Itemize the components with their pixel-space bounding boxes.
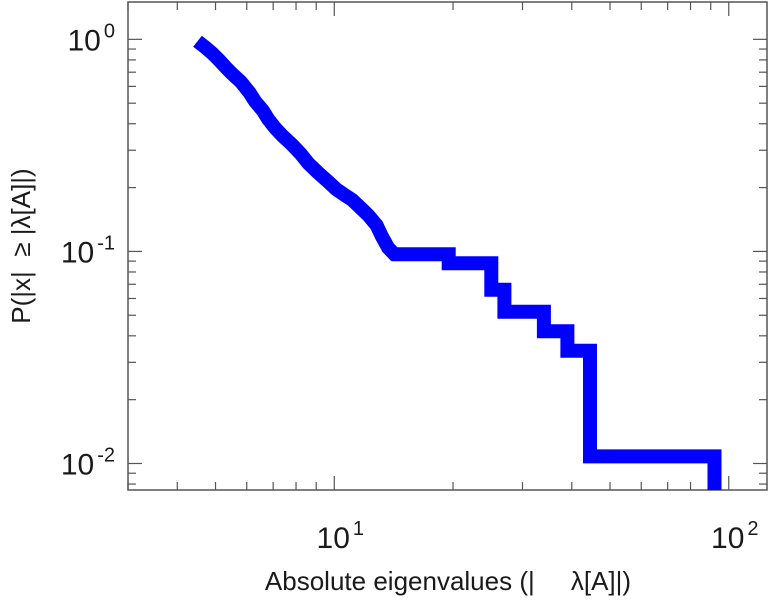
y-tick-label: 10 0 xyxy=(68,20,116,57)
major-ticks xyxy=(128,2,767,490)
x-tick-label: 10 1 xyxy=(317,518,365,555)
y-tick-label: 10 -1 xyxy=(61,232,115,269)
minor-ticks xyxy=(127,2,767,490)
x-axis-title: Absolute eigenvalues (| λ[A]|) xyxy=(265,566,631,596)
series-line xyxy=(193,35,722,490)
x-tick-label: 10 2 xyxy=(711,518,759,555)
y-axis-title: P(|x| ≥ |λ[A]|) xyxy=(6,168,36,323)
x-tick-labels: 10 1 10 2 xyxy=(317,518,759,555)
y-tick-label: 10 -2 xyxy=(61,445,115,482)
